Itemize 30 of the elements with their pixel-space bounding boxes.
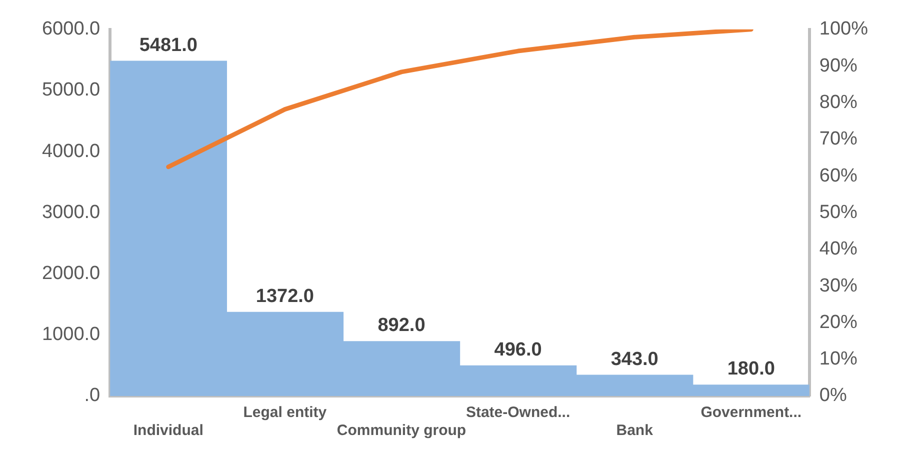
x-tick-label: Legal entity [243, 404, 328, 422]
x-tick-label: State-Owned... [466, 404, 570, 422]
y-tick-label: 1000.0 [42, 324, 100, 346]
y2-tick-label: 70% [819, 128, 858, 150]
y2-tick-label: 0% [819, 385, 847, 406]
y2-tick-label: 90% [819, 55, 858, 76]
data-label: 1372.0 [256, 286, 314, 307]
x-tick-label: Community group [336, 422, 466, 440]
x-tick-label: Bank [616, 422, 654, 440]
data-label: 343.0 [610, 348, 658, 370]
y-tick-label: 4000.0 [42, 140, 100, 162]
y-tick-label: 5000.0 [42, 80, 100, 101]
x-tick-label: Government... [700, 404, 802, 422]
y-tick-label: 2000.0 [42, 263, 100, 284]
data-label: 892.0 [378, 315, 426, 336]
y2-tick-label: 80% [819, 92, 858, 113]
y2-tick-label: 10% [819, 348, 858, 370]
data-label: 496.0 [494, 339, 542, 360]
y2-tick-label: 50% [819, 202, 858, 223]
y2-tick-label: 20% [819, 312, 858, 333]
x-tick-label: Individual [133, 422, 204, 440]
data-label: 180.0 [727, 358, 775, 380]
data-label: 5481.0 [139, 34, 198, 56]
y2-tick-label: 60% [819, 165, 858, 186]
y2-tick-label: 40% [819, 238, 858, 260]
y-tick-label: .0 [84, 385, 100, 406]
y-tick-label: 3000.0 [42, 202, 100, 223]
y2-tick-label: 100% [819, 18, 868, 40]
y2-tick-label: 30% [819, 275, 858, 296]
y-tick-label: 6000.0 [42, 18, 100, 40]
